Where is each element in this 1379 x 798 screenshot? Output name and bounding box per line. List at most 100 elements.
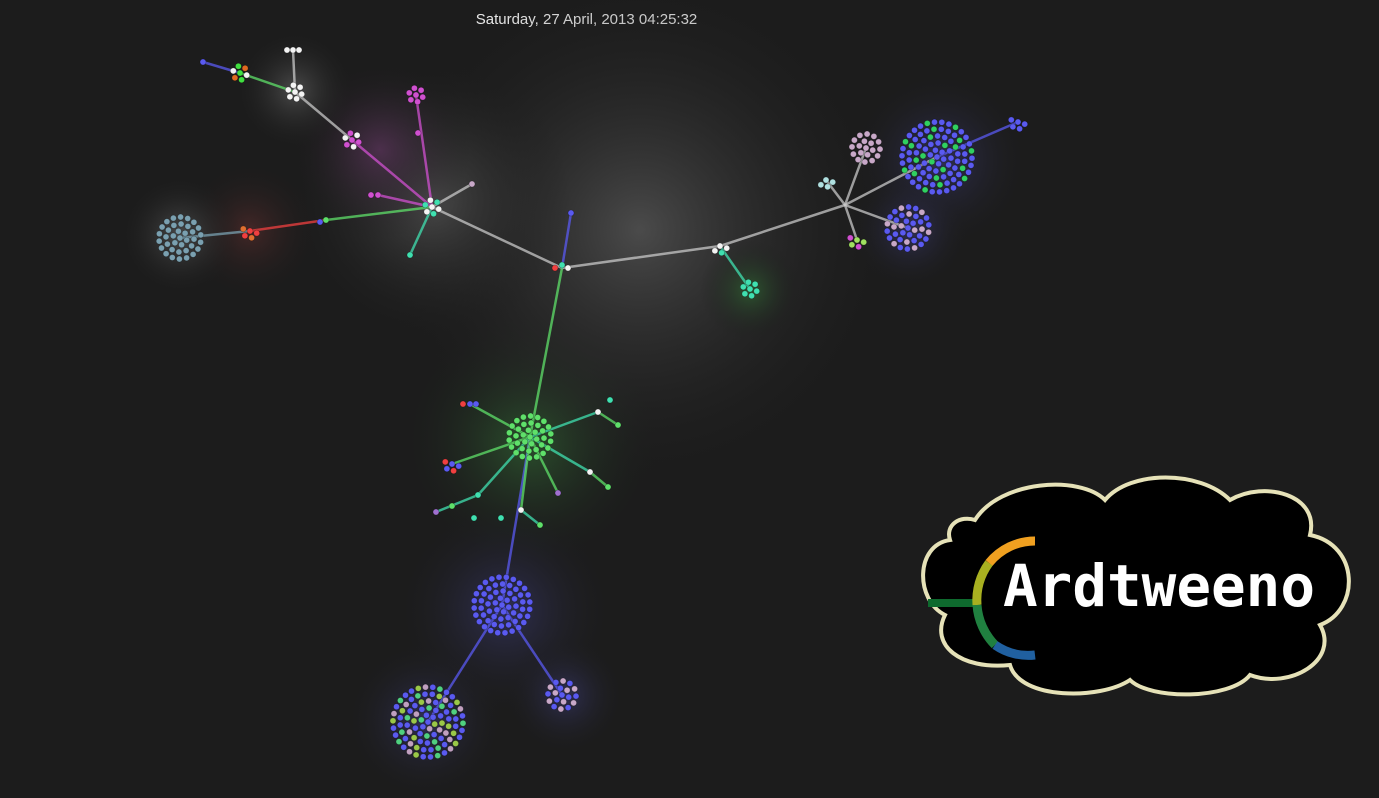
graph-node[interactable] <box>890 240 898 247</box>
graph-node[interactable] <box>498 601 506 609</box>
graph-node[interactable] <box>954 157 961 165</box>
graph-node[interactable] <box>864 151 871 159</box>
graph-node[interactable] <box>946 147 953 155</box>
graph-node[interactable] <box>518 453 526 460</box>
graph-node[interactable] <box>367 191 375 199</box>
graph-node[interactable] <box>400 743 408 751</box>
graph-node[interactable] <box>417 716 425 724</box>
graph-node[interactable] <box>903 238 911 246</box>
graph-node[interactable] <box>416 738 424 745</box>
graph-node[interactable] <box>423 732 431 740</box>
graph-node[interactable] <box>547 437 554 445</box>
graph-node[interactable] <box>941 134 949 141</box>
graph-node[interactable] <box>508 443 515 451</box>
graph-node[interactable] <box>517 591 524 599</box>
graph-node[interactable] <box>182 247 190 254</box>
graph-node[interactable] <box>414 685 422 692</box>
graph-node[interactable] <box>860 238 868 246</box>
graph-node[interactable] <box>497 514 505 522</box>
graph-node[interactable] <box>554 489 562 497</box>
graph-node[interactable] <box>432 508 440 516</box>
graph-node[interactable] <box>419 93 427 101</box>
graph-node[interactable] <box>890 223 898 231</box>
graph-node[interactable] <box>487 593 494 601</box>
graph-node[interactable] <box>904 224 912 232</box>
graph-node[interactable] <box>341 134 349 142</box>
graph-node[interactable] <box>490 613 498 620</box>
graph-node[interactable] <box>472 400 480 408</box>
graph-node[interactable] <box>515 624 522 631</box>
graph-node[interactable] <box>430 731 438 738</box>
graph-node[interactable] <box>505 621 512 629</box>
graph-node[interactable] <box>968 147 975 155</box>
graph-node[interactable] <box>857 149 865 157</box>
graph-node[interactable] <box>929 181 937 188</box>
graph-node[interactable] <box>526 598 534 606</box>
graph-node[interactable] <box>497 594 504 602</box>
graph-node[interactable] <box>452 740 459 747</box>
graph-node[interactable] <box>406 748 413 756</box>
graph-node[interactable] <box>519 605 526 613</box>
graph-node[interactable] <box>817 181 825 189</box>
graph-node[interactable] <box>739 283 747 291</box>
graph-node[interactable] <box>189 251 197 258</box>
graph-node[interactable] <box>867 139 875 147</box>
graph-node[interactable] <box>441 741 448 748</box>
graph-node[interactable] <box>933 153 941 161</box>
graph-node[interactable] <box>243 71 250 79</box>
graph-node[interactable] <box>408 696 415 703</box>
graph-node[interactable] <box>410 717 418 725</box>
graph-node[interactable] <box>459 400 467 408</box>
graph-node[interactable] <box>197 231 205 239</box>
graph-node[interactable] <box>428 203 436 211</box>
graph-node[interactable] <box>512 449 520 457</box>
graph-node[interactable] <box>915 163 922 171</box>
graph-node[interactable] <box>390 710 398 717</box>
graph-node[interactable] <box>923 214 930 222</box>
graph-node[interactable] <box>418 706 426 713</box>
graph-node[interactable] <box>905 210 913 218</box>
graph-node[interactable] <box>399 707 406 715</box>
graph-node[interactable] <box>906 231 913 239</box>
graph-node[interactable] <box>928 188 936 195</box>
graph-node[interactable] <box>298 90 306 98</box>
graph-node[interactable] <box>412 91 420 99</box>
graph-node[interactable] <box>586 468 594 476</box>
graph-node[interactable] <box>499 587 507 595</box>
graph-node[interactable] <box>417 86 425 94</box>
graph-node[interactable] <box>188 242 195 250</box>
graph-node[interactable] <box>855 243 862 251</box>
graph-node[interactable] <box>238 76 245 84</box>
graph-node[interactable] <box>430 210 437 218</box>
graph-node[interactable] <box>397 697 404 704</box>
graph-node[interactable] <box>322 216 330 224</box>
graph-node[interactable] <box>421 690 429 698</box>
graph-node[interactable] <box>905 149 913 156</box>
graph-node[interactable] <box>905 203 912 211</box>
graph-node[interactable] <box>945 120 953 128</box>
graph-node[interactable] <box>156 230 163 238</box>
graph-node[interactable] <box>510 609 517 617</box>
graph-node[interactable] <box>917 131 924 138</box>
graph-node[interactable] <box>559 677 567 685</box>
graph-node[interactable] <box>189 228 196 236</box>
graph-node[interactable] <box>501 629 509 637</box>
graph-node[interactable] <box>711 247 719 255</box>
graph-node[interactable] <box>425 704 433 712</box>
graph-node[interactable] <box>446 736 454 743</box>
graph-node[interactable] <box>614 421 622 429</box>
graph-node[interactable] <box>170 214 177 222</box>
graph-node[interactable] <box>447 745 454 753</box>
graph-node[interactable] <box>558 691 566 699</box>
graph-node[interactable] <box>822 176 830 184</box>
graph-node[interactable] <box>870 133 878 140</box>
graph-node[interactable] <box>405 89 413 97</box>
graph-node[interactable] <box>526 605 534 613</box>
graph-node[interactable] <box>194 245 202 253</box>
graph-node[interactable] <box>899 159 906 167</box>
graph-node[interactable] <box>868 157 876 164</box>
graph-node[interactable] <box>466 400 474 408</box>
graph-node[interactable] <box>565 693 573 701</box>
graph-node[interactable] <box>398 728 406 736</box>
graph-node[interactable] <box>427 196 434 204</box>
